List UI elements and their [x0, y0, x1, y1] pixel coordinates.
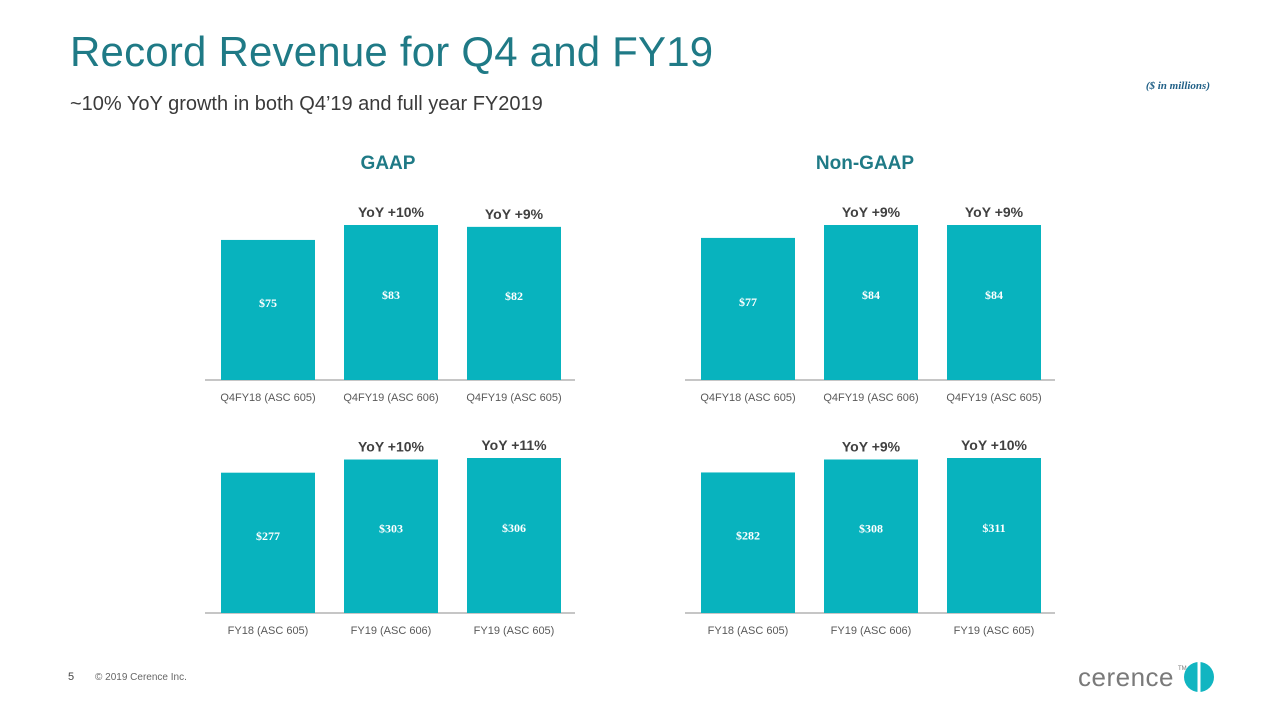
gaap-q4-chart-svg: $75 Q4FY18 (ASC 605) $83 Q4FY19 (ASC 606) Yo…: [205, 204, 575, 404]
bar-data-label: $306: [502, 521, 526, 535]
bar-data-label: $84: [862, 288, 880, 302]
bar: [701, 237, 795, 380]
x-tick-label: FY19 (ASC 606): [351, 625, 432, 637]
bar-data-label: $83: [382, 288, 400, 302]
nongaap-fy-chart-svg: $282 FY18 (ASC 605) $308 FY19 (ASC 606) YoY …: [685, 437, 1055, 637]
bar: [221, 472, 315, 613]
bar: [947, 458, 1041, 613]
yoy-annotation: YoY +10%: [358, 439, 425, 455]
bar-data-label: $311: [982, 521, 1005, 535]
bar: [221, 239, 315, 380]
bar-data-label: $75: [259, 296, 277, 310]
yoy-annotation: YoY +10%: [961, 437, 1028, 453]
x-tick-label: FY19 (ASC 605): [474, 625, 555, 637]
x-tick-label: Q4FY18 (ASC 605): [220, 392, 315, 404]
x-tick-label: Q4FY18 (ASC 605): [700, 392, 795, 404]
bar-data-label: $303: [379, 522, 403, 536]
slide-title: Record Revenue for Q4 and FY19: [70, 28, 714, 75]
gaap-q4-chart: $75 Q4FY18 (ASC 605) $83 Q4FY19 (ASC 606) Yo…: [205, 190, 575, 420]
bar-data-label: $82: [505, 289, 523, 303]
gaap-section-title: GAAP: [360, 153, 416, 174]
bar: [344, 459, 438, 613]
gaap-fy-chart-svg: $277 FY18 (ASC 605) $303 FY19 (ASC 606) YoY …: [205, 437, 575, 637]
copyright-text: © 2019 Cerence Inc.: [95, 672, 187, 683]
yoy-annotation: YoY +9%: [842, 204, 901, 220]
bar: [947, 225, 1041, 380]
bar-data-label: $84: [985, 288, 1003, 302]
yoy-annotation: YoY +10%: [358, 204, 425, 220]
x-tick-label: Q4FY19 (ASC 606): [343, 392, 438, 404]
x-tick-label: FY18 (ASC 605): [708, 625, 789, 637]
nongaap-q4-chart-svg: $77 Q4FY18 (ASC 605) $84 Q4FY19 (ASC 606) Yo…: [685, 204, 1055, 404]
nongaap-fy-chart: $282 FY18 (ASC 605) $308 FY19 (ASC 606) YoY …: [685, 423, 1055, 653]
bar: [824, 459, 918, 613]
x-tick-label: FY19 (ASC 605): [954, 625, 1035, 637]
units-note: ($ in millions): [1145, 80, 1210, 92]
x-tick-label: FY19 (ASC 606): [831, 625, 912, 637]
bar: [467, 458, 561, 613]
x-tick-label: FY18 (ASC 605): [228, 625, 309, 637]
logo-mark-icon: [1184, 662, 1214, 692]
gaap-fy-chart: $277 FY18 (ASC 605) $303 FY19 (ASC 606) YoY …: [205, 423, 575, 653]
yoy-annotation: YoY +9%: [965, 204, 1024, 220]
yoy-annotation: YoY +9%: [842, 438, 901, 454]
x-tick-label: Q4FY19 (ASC 605): [466, 392, 561, 404]
bar-data-label: $77: [739, 295, 757, 309]
bar-data-label: $308: [859, 522, 883, 536]
logo-trademark: TM: [1178, 666, 1187, 672]
yoy-annotation: YoY +9%: [485, 206, 544, 222]
bar: [701, 472, 795, 613]
page-number: 5: [68, 671, 75, 683]
nongaap-q4-chart: $77 Q4FY18 (ASC 605) $84 Q4FY19 (ASC 606) Yo…: [685, 190, 1055, 420]
bar-data-label: $282: [736, 529, 760, 543]
x-tick-label: Q4FY19 (ASC 605): [946, 392, 1041, 404]
nongaap-section-title: Non-GAAP: [815, 153, 915, 174]
bar: [824, 225, 918, 380]
cerence-logo: cerence TM: [1078, 660, 1218, 696]
bar: [467, 226, 561, 380]
bar-data-label: $277: [256, 529, 280, 543]
bar: [344, 225, 438, 380]
logo-wordmark: cerence: [1078, 662, 1174, 692]
slide-subtitle: ~10% YoY growth in both Q4’19 and full y…: [70, 93, 543, 115]
x-tick-label: Q4FY19 (ASC 606): [823, 392, 918, 404]
yoy-annotation: YoY +11%: [481, 437, 547, 453]
